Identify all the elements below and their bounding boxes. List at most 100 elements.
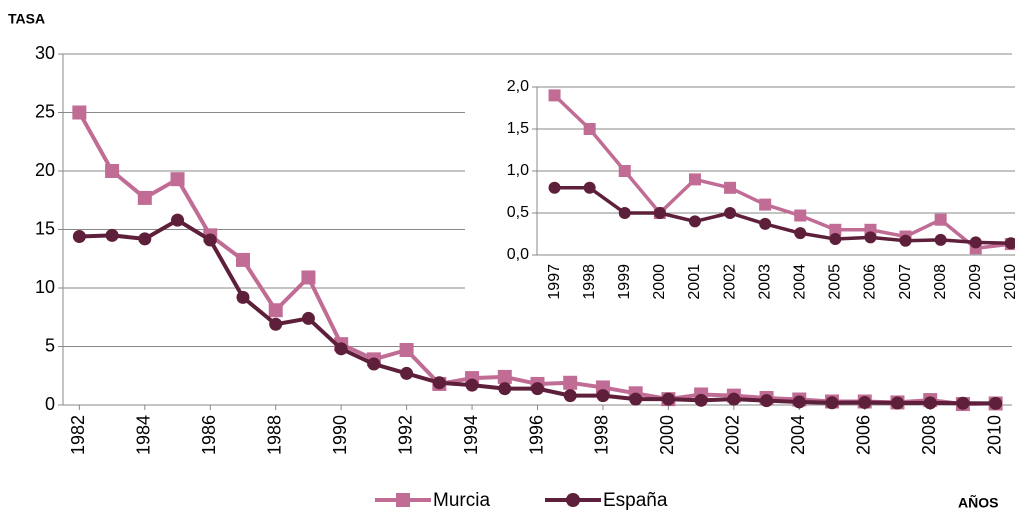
x-tick-label: 1992 [395, 415, 415, 455]
marker [548, 181, 561, 194]
marker [618, 165, 631, 177]
x-tick-label: 2009 [967, 264, 984, 300]
x-tick-label: 2003 [756, 264, 773, 300]
marker [760, 394, 774, 408]
marker [432, 376, 446, 390]
marker [694, 393, 708, 407]
y-axis-label: TASA [8, 11, 45, 27]
x-tick-label: 2002 [721, 264, 738, 300]
marker [890, 396, 904, 410]
x-tick-label: 1990 [330, 415, 350, 455]
marker [956, 396, 970, 410]
marker [137, 190, 152, 205]
marker [583, 123, 596, 135]
marker [653, 207, 666, 219]
x-tick-label: 1998 [581, 264, 598, 300]
marker [759, 198, 772, 211]
marker [727, 392, 741, 406]
x-tick-label: 1996 [526, 415, 546, 455]
x-tick-label: 2005 [827, 264, 844, 300]
marker [72, 105, 87, 120]
marker [301, 311, 315, 325]
legend-label: Murcia [433, 490, 490, 511]
x-tick-label: 2002 [723, 415, 743, 455]
marker [171, 213, 185, 227]
marker [105, 228, 119, 242]
marker [825, 396, 839, 410]
y-tick-label: 20 [35, 160, 55, 180]
marker [759, 217, 772, 230]
marker [236, 290, 250, 304]
x-axis-label: AÑOS [958, 494, 998, 511]
x-tick-label: 1997 [546, 264, 563, 300]
x-tick-label: 2007 [897, 264, 914, 300]
marker [724, 207, 737, 219]
marker [858, 396, 872, 410]
marker [724, 181, 737, 194]
x-tick-label: 1998 [592, 415, 612, 455]
marker [989, 396, 1003, 410]
x-tick-label: 2000 [657, 415, 677, 455]
marker [170, 172, 185, 187]
marker [269, 317, 283, 331]
y-tick-label: 0,5 [507, 204, 529, 221]
marker [1004, 237, 1015, 250]
marker [203, 233, 217, 247]
y-tick-label: 25 [35, 101, 55, 121]
marker [105, 164, 120, 178]
marker [563, 389, 577, 403]
marker [138, 232, 152, 246]
marker [399, 343, 414, 358]
x-tick-label: 2010 [1002, 264, 1015, 300]
y-tick-label: 30 [35, 43, 55, 63]
marker [829, 233, 842, 246]
marker [829, 223, 842, 236]
x-tick-label: 2006 [862, 264, 879, 300]
marker [301, 270, 316, 285]
marker [465, 378, 479, 392]
y-tick-label: 1,5 [507, 120, 529, 137]
x-tick-label: 2010 [984, 415, 1004, 455]
marker [583, 181, 596, 194]
x-tick-label: 2000 [651, 264, 668, 300]
marker [596, 389, 610, 403]
marker [864, 231, 877, 244]
marker [934, 233, 947, 246]
y-tick-label: 15 [35, 218, 55, 238]
marker [235, 252, 250, 267]
marker [497, 369, 512, 384]
y-tick-label: 0 [45, 394, 55, 414]
legend-label: España [603, 490, 668, 511]
marker [688, 215, 701, 228]
x-tick-label: 2008 [932, 264, 949, 300]
marker [367, 357, 381, 371]
marker [899, 234, 912, 247]
marker [498, 382, 512, 396]
marker [923, 396, 937, 410]
marker [268, 303, 283, 318]
marker [400, 366, 414, 380]
marker [629, 392, 643, 406]
marker [72, 230, 86, 244]
marker [969, 236, 982, 249]
marker [794, 209, 807, 222]
x-tick-label: 1986 [199, 415, 219, 455]
marker [618, 207, 631, 219]
x-tick-label: 2004 [791, 264, 808, 300]
marker [792, 395, 806, 409]
x-tick-label: 1984 [134, 415, 154, 455]
y-tick-label: 5 [45, 335, 55, 355]
marker [688, 173, 701, 186]
x-tick-label: 2001 [686, 264, 703, 300]
x-tick-label: 2004 [788, 415, 808, 455]
legend-marker [396, 493, 410, 507]
marker [531, 382, 544, 396]
y-tick-label: 10 [35, 277, 55, 297]
y-tick-label: 2,0 [507, 78, 529, 95]
y-tick-label: 1,0 [507, 162, 529, 179]
x-tick-label: 1999 [616, 264, 633, 300]
marker [794, 227, 807, 240]
x-tick-label: 1994 [461, 415, 481, 455]
marker [934, 213, 947, 226]
marker [548, 89, 561, 102]
